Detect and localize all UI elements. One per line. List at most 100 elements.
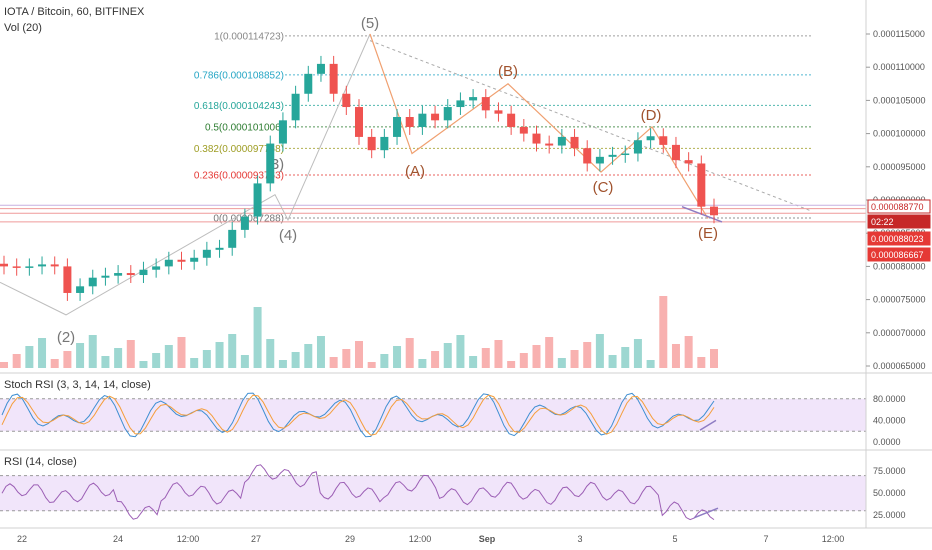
candle-body <box>481 97 490 111</box>
candle-body <box>608 154 617 157</box>
price-tick-label: 0.000110000 <box>873 62 925 72</box>
wave-label: (D) <box>641 107 662 124</box>
volume-bar <box>215 342 224 368</box>
candle-body <box>63 266 72 293</box>
candle-body <box>266 143 275 184</box>
stoch-tick-label: 80.0000 <box>873 394 906 404</box>
candle-body <box>443 107 452 121</box>
candle-body <box>76 286 85 293</box>
price-tick-label: 0.000095000 <box>873 162 926 172</box>
time-tick-label: 27 <box>251 534 261 544</box>
price-tag-label: 0.000088770 <box>871 202 924 212</box>
volume-bar <box>190 358 199 368</box>
volume-bar <box>519 353 528 368</box>
time-tick-label: Sep <box>479 534 496 544</box>
time-tick-label: 12:00 <box>822 534 845 544</box>
price-tick-label: 0.000100000 <box>873 129 926 139</box>
candle-body <box>646 136 655 141</box>
candle-body <box>633 140 642 154</box>
time-tick-label: 29 <box>345 534 355 544</box>
stoch-divergence-line <box>699 419 717 431</box>
candle-body <box>38 264 47 267</box>
candle-body <box>456 100 465 108</box>
wave-label: (B) <box>498 63 518 80</box>
candle-body <box>126 273 135 276</box>
volume-bar <box>38 338 47 368</box>
volume-bar <box>431 351 440 368</box>
price-tick-label: 0.000105000 <box>873 95 926 105</box>
candle-body <box>507 113 516 127</box>
candle-body <box>202 249 211 258</box>
volume-bar <box>659 296 668 368</box>
volume-bar <box>266 339 275 368</box>
price-tag-box <box>867 231 931 246</box>
wave-label: (A) <box>405 163 425 180</box>
volume-bar <box>697 357 706 368</box>
volume-bar <box>25 346 34 368</box>
volume-bar <box>304 344 313 368</box>
candle-body <box>88 277 97 287</box>
price-tag-label: 02:22 <box>871 217 894 227</box>
volume-bar <box>12 354 21 368</box>
price-tick-label: 0.000080000 <box>873 261 926 271</box>
candle-body <box>253 183 262 217</box>
volume-bar <box>316 336 325 368</box>
volume-bar <box>0 362 8 368</box>
candle-body <box>114 273 123 276</box>
time-tick-label: 5 <box>672 534 677 544</box>
time-tick-label: 12:00 <box>177 534 200 544</box>
price-tick-label: 0.000075000 <box>873 295 926 305</box>
volume-bar <box>405 338 414 368</box>
rsi-divergence-line <box>693 507 719 519</box>
volume-bar <box>291 352 300 368</box>
wave-path-impulse <box>0 33 371 316</box>
volume-bar <box>469 356 478 368</box>
candle-body <box>431 113 440 121</box>
volume-bar <box>608 355 617 368</box>
time-tick-label: 24 <box>113 534 123 544</box>
rsi-line <box>1 464 715 521</box>
price-tick-label: 0.000070000 <box>873 328 926 338</box>
wave-label: (2) <box>57 329 75 346</box>
candle-body <box>215 247 224 250</box>
time-tick-label: 7 <box>763 534 768 544</box>
rsi-tick-label: 50.0000 <box>873 488 906 498</box>
fib-level-label: 0.382(0.000097768) <box>194 144 284 155</box>
candle-body <box>570 136 579 149</box>
candle-body <box>418 113 427 127</box>
time-tick-label: 12:00 <box>409 534 432 544</box>
candle-body <box>101 275 110 278</box>
candle-body <box>405 117 414 127</box>
candle-body <box>139 269 148 276</box>
candle-body <box>0 263 8 267</box>
fib-level-label: 0.5(0.000101006) <box>205 122 284 133</box>
price-tag-box <box>867 199 931 214</box>
price-tag-box <box>867 214 931 229</box>
candle-body <box>469 97 478 101</box>
volume-bar <box>355 341 363 368</box>
fib-level-label: 0.236(0.000093763) <box>194 171 284 182</box>
fib-level-label: 1(0.000114723) <box>214 31 284 42</box>
volume-bar <box>342 349 351 368</box>
candle-body <box>710 206 718 216</box>
volume-bar <box>380 354 389 368</box>
candle-body <box>25 266 34 268</box>
price-tag-label: 0.000086667 <box>871 250 924 260</box>
time-tick-label: 3 <box>577 534 582 544</box>
fib-level-label: 0.786(0.000108852) <box>194 70 284 81</box>
volume-bar <box>126 340 135 368</box>
stoch-d-line <box>1 394 715 436</box>
rsi-pane: 75.0000 50.0000 25.0000 <box>0 464 906 521</box>
candle-body <box>583 148 592 164</box>
volume-bar <box>443 343 452 368</box>
volume-bar <box>570 350 579 368</box>
candle-body <box>684 160 693 164</box>
volume-bar <box>507 361 516 368</box>
candle-body <box>393 117 402 137</box>
candle-body <box>342 93 351 108</box>
volume-bar <box>583 342 592 368</box>
price-tag-box <box>867 247 931 262</box>
trend-line <box>369 40 813 212</box>
candle-body <box>228 229 237 248</box>
